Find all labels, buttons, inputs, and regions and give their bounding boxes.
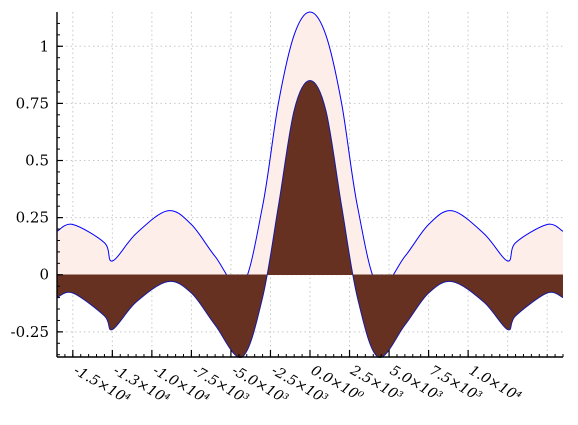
y-tick-label: -0.25 (11, 323, 49, 341)
y-tick-label: 1 (39, 37, 49, 55)
y-tick-labels: -0.25 0 0.25 0.5 0.75 1 (11, 37, 49, 341)
y-tick-label: 0.5 (25, 152, 49, 170)
y-tick-label: 0.75 (16, 94, 49, 112)
series-lower-line (56, 80, 564, 358)
series-group (56, 11, 564, 358)
series-upper-line (56, 11, 564, 289)
watermark: CSDN @pl过往学习的路上 (384, 398, 565, 416)
y-tick-label: 0 (39, 266, 49, 284)
series-lower-area (57, 80, 563, 358)
y-tick-label: 0.25 (16, 209, 49, 227)
axes (56, 12, 564, 358)
